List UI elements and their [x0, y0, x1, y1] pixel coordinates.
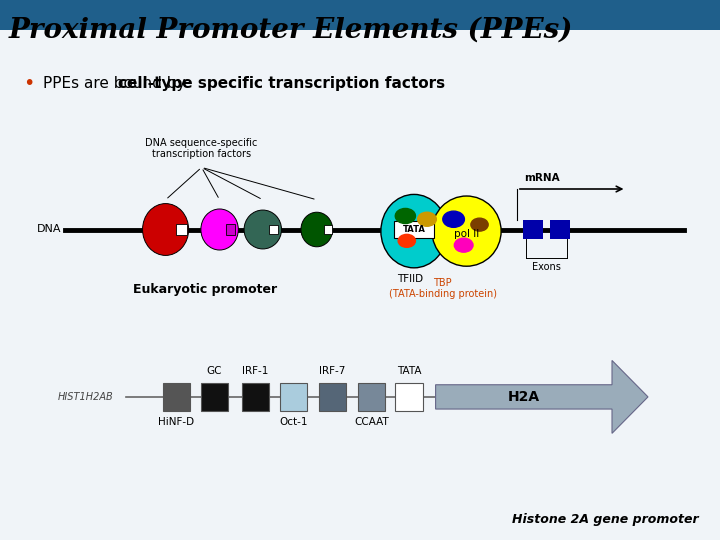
Text: Oct-1: Oct-1: [279, 417, 308, 428]
Ellipse shape: [244, 210, 282, 249]
Bar: [550, 220, 570, 239]
Circle shape: [398, 234, 415, 247]
Ellipse shape: [143, 204, 189, 255]
Bar: [201, 383, 228, 411]
Text: Eukaryotic promoter: Eukaryotic promoter: [133, 284, 277, 296]
Text: pol II: pol II: [454, 229, 480, 239]
Circle shape: [454, 238, 473, 252]
Circle shape: [471, 218, 488, 231]
Ellipse shape: [301, 212, 333, 247]
Circle shape: [443, 211, 464, 227]
Text: HiNF-D: HiNF-D: [158, 417, 194, 428]
Text: cell-type specific transcription factors: cell-type specific transcription factors: [117, 76, 445, 91]
Text: PPEs are bound by: PPEs are bound by: [43, 76, 191, 91]
Bar: [358, 383, 385, 411]
Polygon shape: [436, 361, 648, 433]
Bar: [176, 224, 187, 235]
Text: GC: GC: [207, 366, 222, 376]
Ellipse shape: [381, 194, 447, 268]
Text: TBP
(TATA-binding protein): TBP (TATA-binding protein): [389, 278, 497, 299]
Text: H2A: H2A: [508, 390, 540, 404]
Text: IRF-7: IRF-7: [320, 366, 346, 376]
Text: Histone 2A gene promoter: Histone 2A gene promoter: [512, 514, 698, 526]
Bar: [163, 383, 190, 411]
Text: mRNA: mRNA: [524, 172, 559, 183]
Circle shape: [395, 208, 415, 224]
Bar: [324, 225, 331, 234]
Bar: [226, 224, 235, 235]
Bar: [0, 0, 720, 30]
Bar: [395, 383, 423, 411]
Text: Proximal Promoter Elements (PPEs): Proximal Promoter Elements (PPEs): [9, 16, 573, 43]
Text: DNA: DNA: [37, 225, 61, 234]
Text: TFIID: TFIID: [397, 274, 423, 285]
Bar: [269, 225, 279, 234]
Text: CCAAT: CCAAT: [354, 417, 389, 428]
Text: Exons: Exons: [532, 262, 561, 272]
Bar: [523, 220, 543, 239]
Text: DNA sequence-specific
transcription factors: DNA sequence-specific transcription fact…: [145, 138, 258, 159]
Bar: [280, 383, 307, 411]
Bar: [242, 383, 269, 411]
Bar: [394, 221, 434, 238]
Text: HIST1H2AB: HIST1H2AB: [58, 392, 113, 402]
Circle shape: [418, 212, 436, 226]
Ellipse shape: [432, 196, 501, 266]
Text: •: •: [23, 74, 35, 93]
Text: TATA: TATA: [402, 225, 426, 234]
Text: TATA: TATA: [397, 366, 421, 376]
Ellipse shape: [201, 209, 238, 250]
Bar: [319, 383, 346, 411]
Text: IRF-1: IRF-1: [243, 366, 269, 376]
